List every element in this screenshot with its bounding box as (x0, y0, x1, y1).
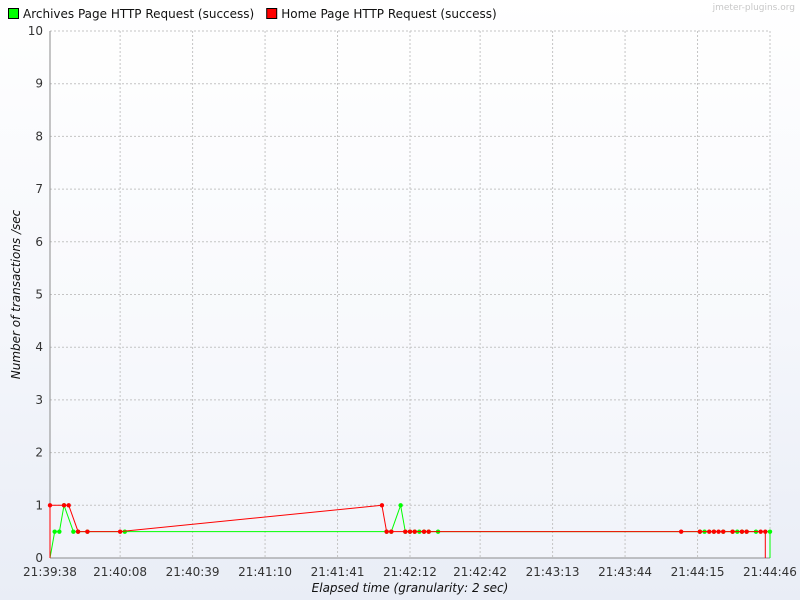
y-tick-label: 0 (35, 551, 43, 565)
y-tick-label: 7 (35, 182, 43, 196)
series-2-point (721, 529, 726, 534)
series-2-point (744, 529, 749, 534)
y-tick-label: 1 (35, 498, 43, 512)
watermark-text: jmeter-plugins.org (712, 3, 795, 13)
series-2-point (739, 529, 745, 534)
y-tick-label: 9 (35, 77, 43, 91)
series-1-point (767, 529, 773, 534)
series-2-point (716, 529, 721, 534)
y-tick-label: 5 (35, 288, 43, 302)
series-2-point (75, 529, 81, 534)
x-tick-label: 21:42:12 (383, 565, 437, 579)
series-2-point (66, 503, 71, 508)
series-2-point (389, 529, 394, 534)
y-axis-title: Number of transactions /sec (9, 209, 23, 379)
x-tick-label: 21:39:38 (23, 565, 77, 579)
y-tick-label: 6 (35, 235, 43, 249)
series-2-point (758, 529, 763, 534)
series-1-point (52, 529, 57, 534)
series-1-point (398, 503, 403, 508)
series-2-point (403, 529, 408, 534)
y-tick-label: 10 (28, 24, 43, 38)
series-2-point (407, 529, 413, 534)
x-tick-label: 21:40:39 (166, 565, 220, 579)
series-2-point (379, 503, 385, 508)
series-2-point (763, 529, 768, 534)
series-2-point (421, 529, 427, 534)
legend-label-1: Archives Page HTTP Request (success) (23, 7, 254, 21)
x-axis-title: Elapsed time (granularity: 2 sec) (312, 581, 509, 595)
x-tick-label: 21:44:15 (671, 565, 725, 579)
series-2-point (730, 529, 735, 534)
x-tick-label: 21:41:41 (311, 565, 365, 579)
series-2-point (47, 503, 53, 508)
series-1-point (57, 529, 62, 534)
series-2-point (711, 529, 717, 534)
y-tick-label: 8 (35, 129, 43, 143)
x-tick-label: 21:42:42 (453, 565, 507, 579)
series-2-point (85, 529, 90, 534)
y-tick-label: 4 (35, 340, 43, 354)
legend-label-2: Home Page HTTP Request (success) (281, 7, 497, 21)
series-2-point (707, 529, 712, 534)
series-1-point (71, 529, 76, 534)
series-2-point (678, 529, 684, 534)
series-2-point (117, 529, 123, 534)
legend-swatch-1 (8, 8, 19, 19)
x-tick-label: 21:44:46 (743, 565, 797, 579)
x-tick-label: 21:41:10 (238, 565, 292, 579)
x-tick-label: 21:43:13 (526, 565, 580, 579)
series-2-point (412, 529, 417, 534)
series-2-point (426, 529, 431, 534)
series-2-point (697, 529, 703, 534)
legend-swatch-2 (266, 8, 278, 19)
y-tick-label: 2 (35, 446, 43, 460)
series-2-point (61, 503, 67, 508)
y-tick-label: 3 (35, 393, 43, 407)
x-tick-label: 21:40:08 (93, 565, 147, 579)
series-2-point (384, 529, 389, 534)
x-tick-label: 21:43:44 (598, 565, 652, 579)
